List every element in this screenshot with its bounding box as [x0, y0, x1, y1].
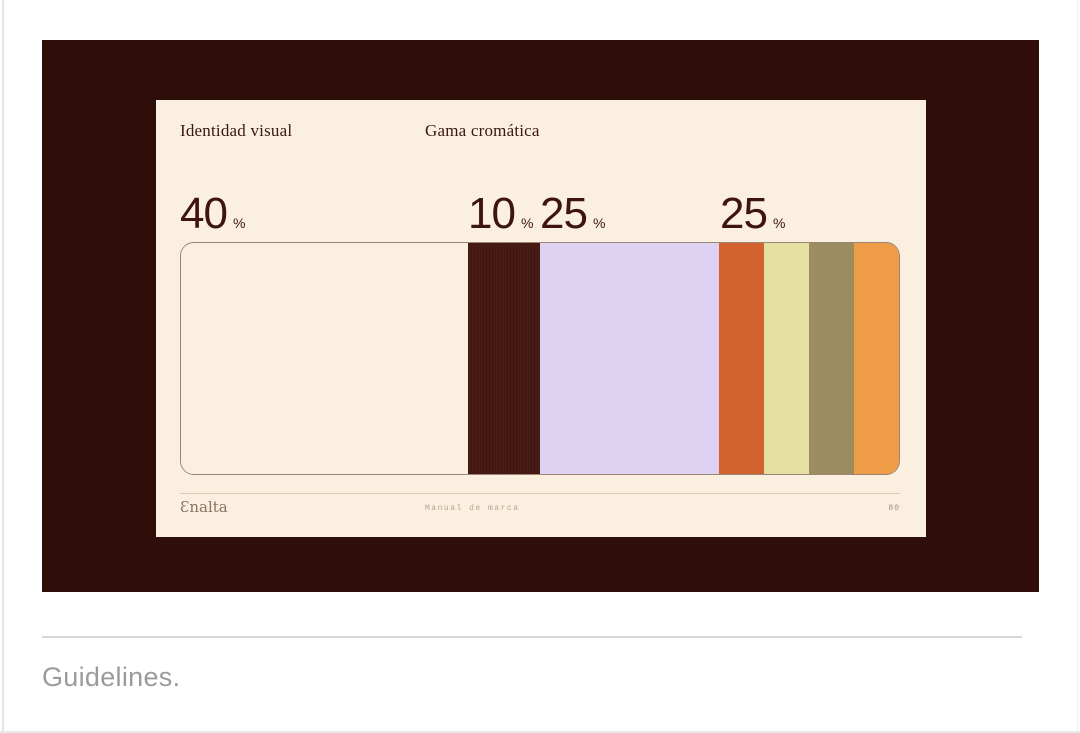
palette-share-label: 10%: [468, 192, 533, 236]
palette-share-label: 25%: [720, 192, 785, 236]
palette-segment: [539, 243, 720, 474]
palette-share-label: 40%: [180, 192, 245, 236]
section-heading: Guidelines.: [42, 662, 181, 692]
percent-sign: %: [592, 215, 606, 231]
percent-sign: %: [520, 215, 534, 231]
color-swatch: [854, 243, 899, 474]
section-divider: [42, 636, 1022, 638]
slide-footer-rule: [180, 493, 900, 494]
palette-share-labels: 40% 10% 25% 25%: [180, 188, 900, 236]
palette-share-value: 25: [720, 189, 768, 238]
percent-sign: %: [232, 215, 246, 231]
brand-manual-slide: Identidad visual Gama cromática 40% 10% 25…: [156, 100, 926, 537]
slide-dark-panel: Identidad visual Gama cromática 40% 10% 25…: [42, 40, 1039, 592]
page-bottom-border: [0, 731, 1080, 733]
color-swatch: [181, 243, 469, 474]
palette-share-value: 10: [468, 189, 516, 238]
slide-page-number: 80: [888, 504, 900, 513]
color-swatch: [468, 243, 540, 474]
brand-logo: Ɛnalta: [180, 498, 228, 516]
color-palette-bar: [180, 242, 900, 475]
color-swatch: [719, 243, 765, 474]
percent-sign: %: [772, 215, 786, 231]
page-left-border: [2, 0, 4, 733]
slide-topic-title: Gama cromática: [425, 121, 540, 140]
palette-segment: [719, 243, 899, 474]
color-swatch: [809, 243, 855, 474]
palette-segment: [181, 243, 469, 474]
palette-segment: [468, 243, 540, 474]
palette-share-value: 40: [180, 189, 228, 238]
palette-share-label: 25%: [540, 192, 605, 236]
slide-section-title: Identidad visual: [180, 121, 293, 140]
color-swatch: [764, 243, 810, 474]
document-title: Manual de marca: [425, 504, 520, 513]
palette-share-value: 25: [540, 189, 588, 238]
page-right-border: [1077, 0, 1078, 733]
color-swatch: [539, 243, 720, 474]
